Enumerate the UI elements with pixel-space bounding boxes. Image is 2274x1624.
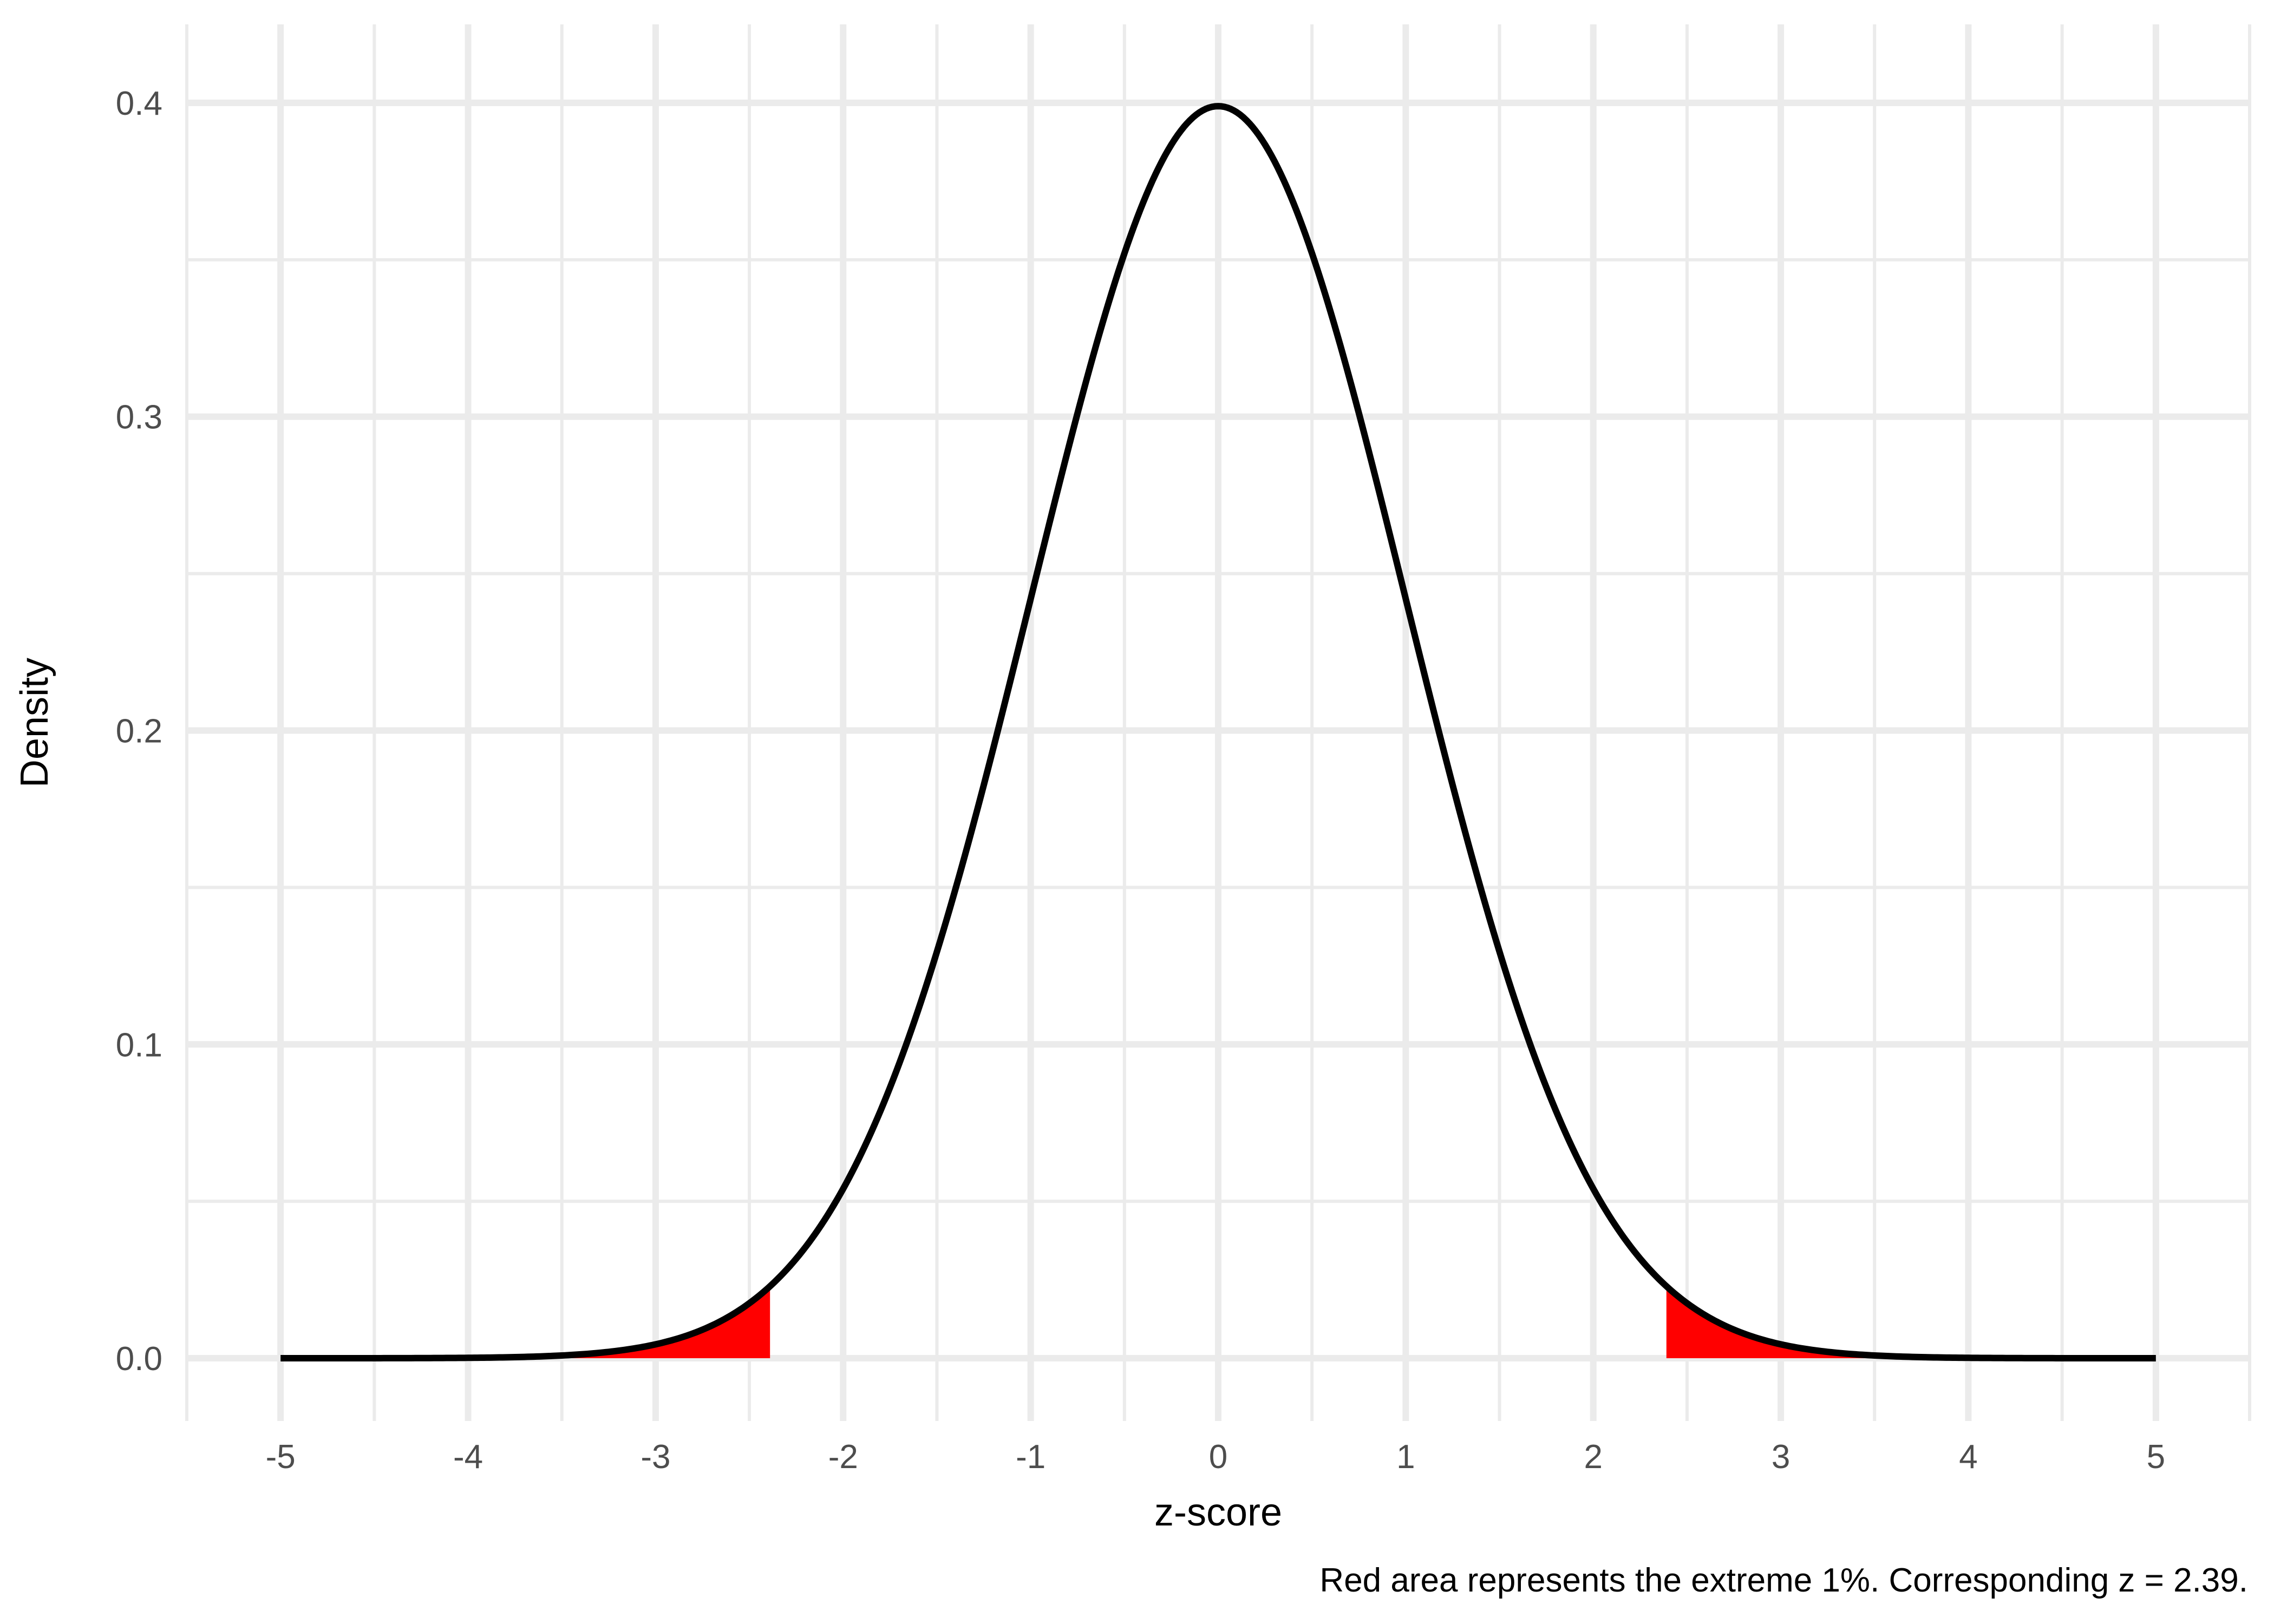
x-axis-tick-labels: -5 -4 -3 -2 -1 0 1 2 3 4 5: [266, 1438, 2165, 1476]
x-axis-title: z-score: [1154, 1491, 1282, 1534]
x-tick-label: -3: [641, 1438, 670, 1476]
x-tick-label: -1: [1016, 1438, 1045, 1476]
x-tick-label: 2: [1584, 1438, 1602, 1476]
x-tick-label: 4: [1959, 1438, 1977, 1476]
x-tick-label: 1: [1396, 1438, 1415, 1476]
x-tick-label: -5: [266, 1438, 296, 1476]
y-tick-label: 0.3: [116, 399, 162, 436]
x-tick-label: 3: [1772, 1438, 1790, 1476]
y-axis-tick-labels: 0.0 0.1 0.2 0.3 0.4: [116, 85, 162, 1378]
shaded-area-upper-tail: [1666, 1286, 2156, 1359]
plot-caption: Red area represents the extreme 1%. Corr…: [1319, 1562, 2248, 1599]
x-tick-label: -4: [453, 1438, 483, 1476]
y-tick-label: 0.4: [116, 85, 162, 122]
x-tick-label: 5: [2147, 1438, 2165, 1476]
density-curve-line: [280, 103, 2157, 1362]
y-axis-title: Density: [13, 658, 56, 788]
major-gridlines: [187, 24, 2250, 1421]
y-tick-label: 0.2: [116, 712, 162, 750]
shaded-area-lower-tail: [280, 1286, 770, 1359]
x-tick-label: 0: [1209, 1438, 1227, 1476]
y-tick-label: 0.0: [116, 1340, 162, 1378]
y-tick-label: 0.1: [116, 1026, 162, 1064]
x-tick-label: -2: [828, 1438, 858, 1476]
